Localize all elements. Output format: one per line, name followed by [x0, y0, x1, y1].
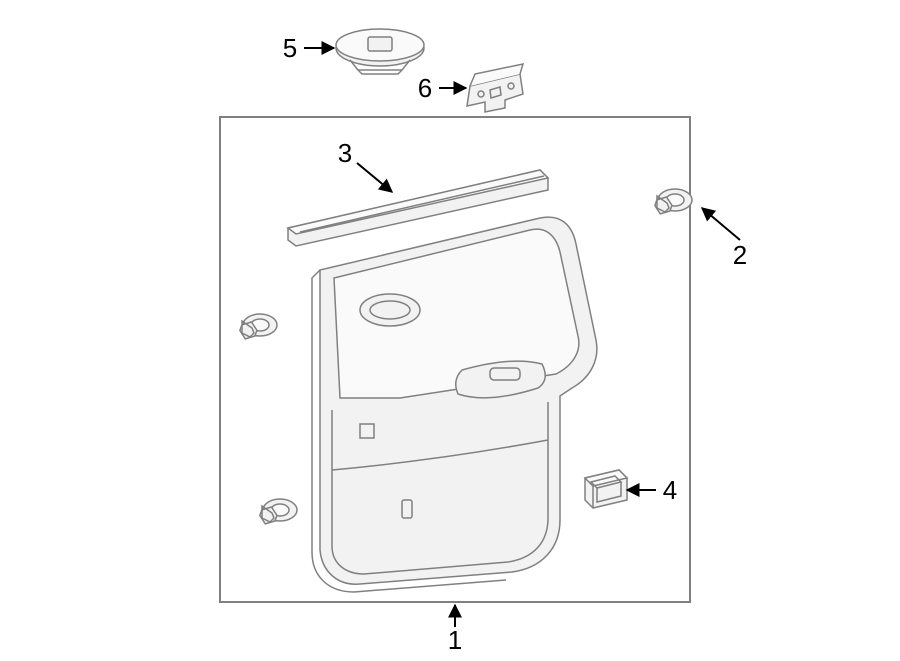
callout-2-label: 2: [733, 240, 747, 270]
callout-3-label: 3: [338, 138, 352, 168]
callout-1-label: 1: [448, 625, 462, 655]
clip-copy: [258, 499, 297, 527]
part-2-clip: [653, 189, 692, 217]
part-6-bracket: [467, 64, 523, 112]
callout-6-label: 6: [418, 73, 432, 103]
part-5-switch-bezel: [336, 29, 424, 74]
part-4-bezel: [585, 470, 627, 508]
callout-4-label: 4: [663, 475, 677, 505]
part-1-door-trim-panel: [312, 217, 597, 592]
parts-diagram: 1 2 3 4 5 6: [0, 0, 900, 661]
callout-5-label: 5: [283, 33, 297, 63]
clip-copy: [238, 314, 277, 342]
